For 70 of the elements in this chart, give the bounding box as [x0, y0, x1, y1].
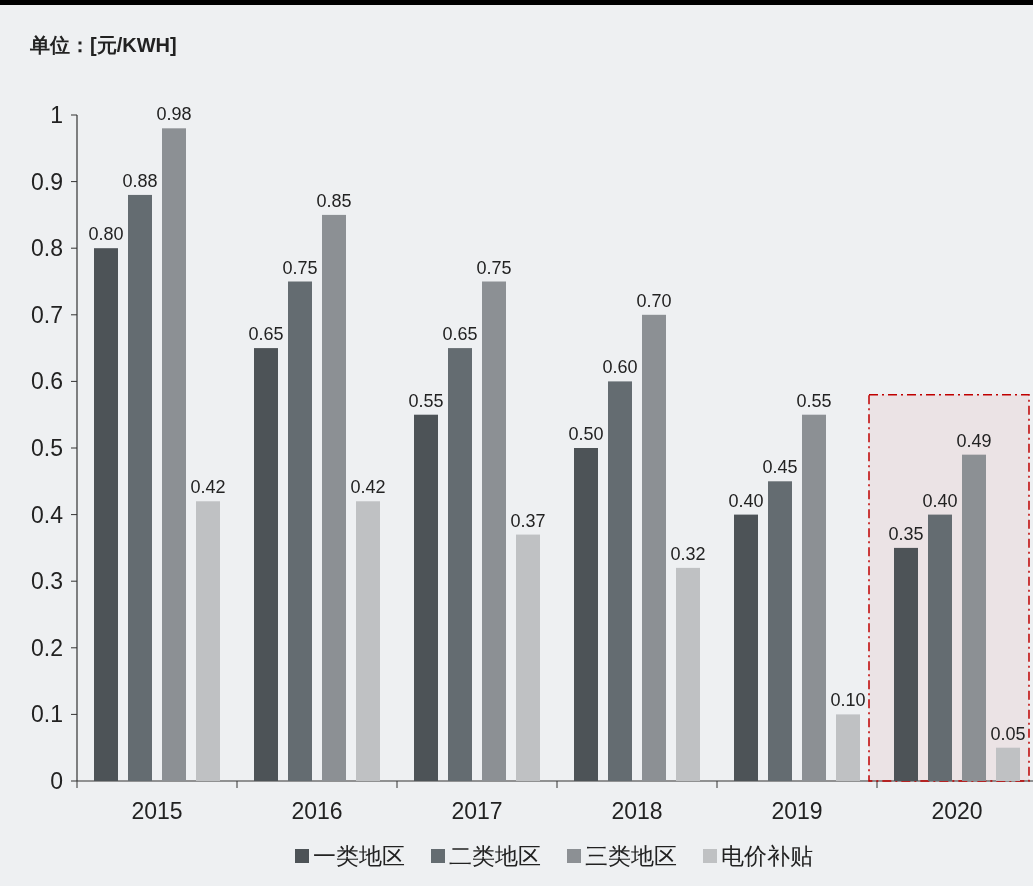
y-tick-label: 0.2 [31, 634, 63, 661]
data-label: 0.45 [762, 457, 798, 478]
data-label: 0.98 [156, 104, 192, 125]
y-tick-label: 0.6 [31, 368, 63, 395]
data-label: 0.70 [636, 290, 672, 311]
data-label: 0.05 [990, 723, 1026, 744]
y-tick-label: 0.4 [31, 501, 64, 528]
bar [482, 281, 506, 781]
y-axis-title: 单位：[元/KWH] [29, 34, 177, 56]
bar [128, 194, 152, 781]
bar [768, 481, 792, 781]
bar [676, 567, 700, 781]
bar [162, 128, 186, 781]
data-label: 0.49 [956, 430, 992, 451]
bar [356, 501, 380, 781]
legend-label: 电价补贴 [721, 843, 813, 869]
bar [734, 514, 758, 781]
data-label: 0.42 [350, 477, 386, 498]
data-label: 0.40 [922, 490, 958, 511]
bar [94, 248, 118, 781]
bar [516, 534, 540, 781]
bar [642, 314, 666, 781]
bar [322, 214, 346, 781]
bar [928, 514, 952, 781]
data-label: 0.10 [830, 690, 866, 711]
data-label: 0.65 [248, 324, 284, 345]
y-tick-label: 0.5 [31, 435, 63, 461]
bar [254, 348, 278, 781]
y-tick-label: 1 [50, 102, 63, 128]
bar [608, 381, 632, 781]
data-label: 0.60 [602, 357, 638, 378]
data-label: 0.75 [476, 257, 512, 278]
x-tick-label: 2016 [291, 798, 343, 824]
data-label: 0.85 [316, 190, 352, 211]
legend-label: 三类地区 [585, 843, 677, 869]
legend-label: 一类地区 [313, 843, 405, 869]
data-label: 0.80 [88, 224, 124, 245]
legend-label: 二类地区 [449, 843, 541, 869]
x-tick-label: 2018 [611, 798, 663, 824]
bar [574, 448, 598, 781]
y-tick-label: 0.7 [31, 301, 63, 328]
data-label: 0.55 [408, 390, 444, 411]
x-tick-label: 2019 [771, 798, 823, 824]
y-tick-label: 0.9 [31, 168, 63, 195]
bar [196, 501, 220, 781]
bar [996, 747, 1020, 781]
data-label: 0.65 [442, 324, 478, 345]
bar [836, 714, 860, 781]
data-label: 0.75 [282, 257, 318, 278]
y-tick-label: 0 [50, 768, 63, 794]
y-tick-label: 0.3 [31, 568, 63, 595]
bar [448, 348, 472, 781]
data-label: 0.50 [568, 424, 604, 444]
y-tick-label: 0.1 [31, 701, 63, 728]
data-label: 0.42 [190, 477, 226, 498]
bar [894, 547, 918, 781]
bar [962, 454, 986, 781]
bar [288, 281, 312, 781]
data-label: 0.35 [888, 523, 924, 544]
bar [802, 414, 826, 781]
data-label: 0.37 [510, 510, 546, 531]
data-label: 0.32 [670, 543, 706, 564]
x-tick-label: 2020 [931, 798, 983, 824]
x-tick-label: 2017 [451, 798, 503, 824]
data-label: 0.88 [122, 170, 158, 191]
y-tick-label: 0.8 [31, 235, 63, 262]
data-label: 0.55 [796, 390, 832, 411]
data-label: 0.40 [728, 490, 764, 511]
x-tick-label: 2015 [131, 798, 183, 824]
bar [414, 414, 438, 781]
